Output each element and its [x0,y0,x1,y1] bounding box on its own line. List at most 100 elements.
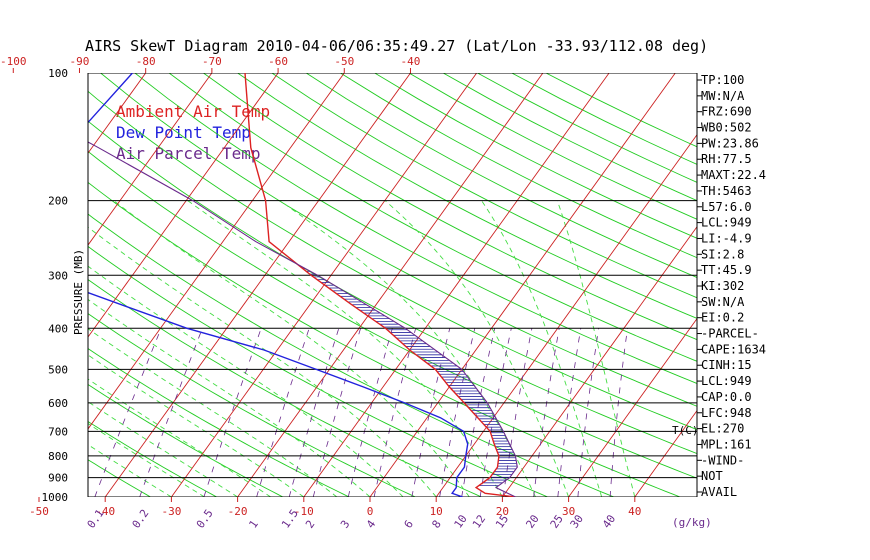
stability-index-label: NOT [701,469,723,483]
mixing-ratio-tick-label: 40 [600,512,618,530]
stability-index-label: EL:270 [701,422,744,436]
stability-index-label: TP:100 [701,73,744,87]
isotherm-line [369,73,676,497]
stability-index-label: KI:302 [701,279,744,293]
stability-index-label: LI:-4.9 [701,231,752,245]
pressure-tick-label: 100 [48,67,68,80]
dry-adiabat-line [0,73,18,497]
mixing-ratio-tick-label: 0.5 [194,507,216,531]
pressure-tick-label: 800 [48,450,68,463]
pressure-tick-label: 900 [48,472,68,485]
profiles-group [88,73,518,497]
mixing-ratio-line [439,328,476,497]
dry-adiabat-line [271,73,697,299]
bottom-temp-tick-label: 10 [430,505,443,518]
stability-index-label: PW:23.86 [701,136,759,150]
pressure-tick-label: 1000 [42,491,69,504]
y-axis-label: PRESSURE (MB) [72,249,85,335]
moist-adiabat-line [481,200,603,497]
stability-index-label: SW:N/A [701,295,745,309]
stability-index-label: -WIND- [701,453,744,467]
stability-index-label: MAXT:22.4 [701,168,766,182]
dry-adiabat-line [88,213,615,497]
isotherm-line [568,317,697,497]
dry-adiabat-line [88,245,548,497]
mixing-ratio-tick-label: 25 [548,512,566,530]
top-temp-tick-label: -80 [136,55,156,68]
mixing-ratio-tick-label: 30 [568,512,586,530]
mixing-ratio-tick-label: 20 [523,512,541,530]
stability-index-label: TH:5463 [701,184,752,198]
dry-adiabat-line [88,348,350,497]
legend-entry: Air Parcel Temp [116,144,261,163]
moist-adiabat-line [88,378,271,497]
isotherm-line [88,73,279,338]
mixing-ratio-tick-label: 12 [470,512,488,530]
dry-adiabat-line [100,73,697,407]
dry-adiabat-line [88,459,151,497]
mixing-ratio-line [557,328,582,497]
stability-index-label: RH:77.5 [701,152,752,166]
mixing-ratio-tick-label: 4 [364,518,379,531]
dry-adiabat-line [237,73,697,319]
isotherm-line [502,225,697,497]
dry-adiabat-line [374,73,697,239]
dry-adiabat-line [88,181,681,497]
mixing-ratio-line [373,328,417,497]
dry-adiabat-line [88,383,284,497]
background-lines-group [0,73,870,497]
moist-adiabat-line [279,200,536,497]
dry-adiabat-line [88,120,697,455]
top-temp-tick-label: -50 [334,55,354,68]
isotherm-line [303,73,610,497]
top-temp-tick-label: -100 [0,55,27,68]
mixing-ratio-line [256,328,310,497]
stability-index-label: WB0:502 [701,121,752,135]
bottom-temp-tick-label: 20 [496,505,509,518]
dry-adiabat-line [203,73,697,341]
stability-index-label: MW:N/A [701,89,745,103]
mixing-ratio-line [312,328,361,497]
mixing-ratio-unit-label: (g/kg) [672,516,712,529]
bottom-temp-tick-label: -50 [29,505,49,518]
bottom-temp-tick-label: -20 [228,505,248,518]
top-temp-tick-label: -60 [268,55,288,68]
parcel-temp-profile [88,141,518,497]
dry-adiabat-line [88,421,217,497]
stability-index-label: LCL:949 [701,216,752,230]
top-temp-tick-label: -70 [202,55,222,68]
pressure-tick-label: 300 [48,269,68,282]
bottom-temp-tick-label: 0 [367,505,374,518]
dry-adiabat-line [340,73,697,259]
isotherm-line [634,409,697,497]
pressure-tick-label: 600 [48,397,68,410]
dry-adiabat-line [88,150,697,479]
stability-index-label: CAPE:1634 [701,342,766,356]
stability-index-label: EI:0.2 [701,311,744,325]
dry-adiabat-line [408,73,697,220]
stability-index-label: FRZ:690 [701,105,752,119]
mixing-ratio-tick-label: 15 [493,512,511,530]
stability-index-label: -PARCEL- [701,327,759,341]
mixing-ratio-line [347,328,393,497]
pressure-tick-label: 200 [48,195,68,208]
mixing-ratio-line [577,328,600,497]
moist-adiabat-line [187,200,503,497]
stability-index-label: TT:45.9 [701,263,752,277]
top-temp-tick-label: -40 [401,55,421,68]
mixing-ratio-tick-label: 0.2 [130,507,152,531]
stability-index-label: LCL:949 [701,374,752,388]
moist-adiabat-line [556,200,636,497]
bottom-temp-tick-label: 30 [562,505,575,518]
isotherm-line [767,73,870,497]
mixing-ratio-line [288,328,340,497]
mixing-ratio-line [533,328,560,497]
bottom-temp-tick-label: -30 [161,505,181,518]
mixing-ratio-tick-label: 2 [303,518,317,531]
moist-adiabat-line [88,226,437,497]
isotherm-line [88,73,213,246]
chart-title: AIRS SkewT Diagram 2010-04-06/06:35:49.2… [85,37,708,55]
pressure-tick-label: 400 [48,322,68,335]
mixing-ratio-tick-label: 6 [402,518,416,531]
